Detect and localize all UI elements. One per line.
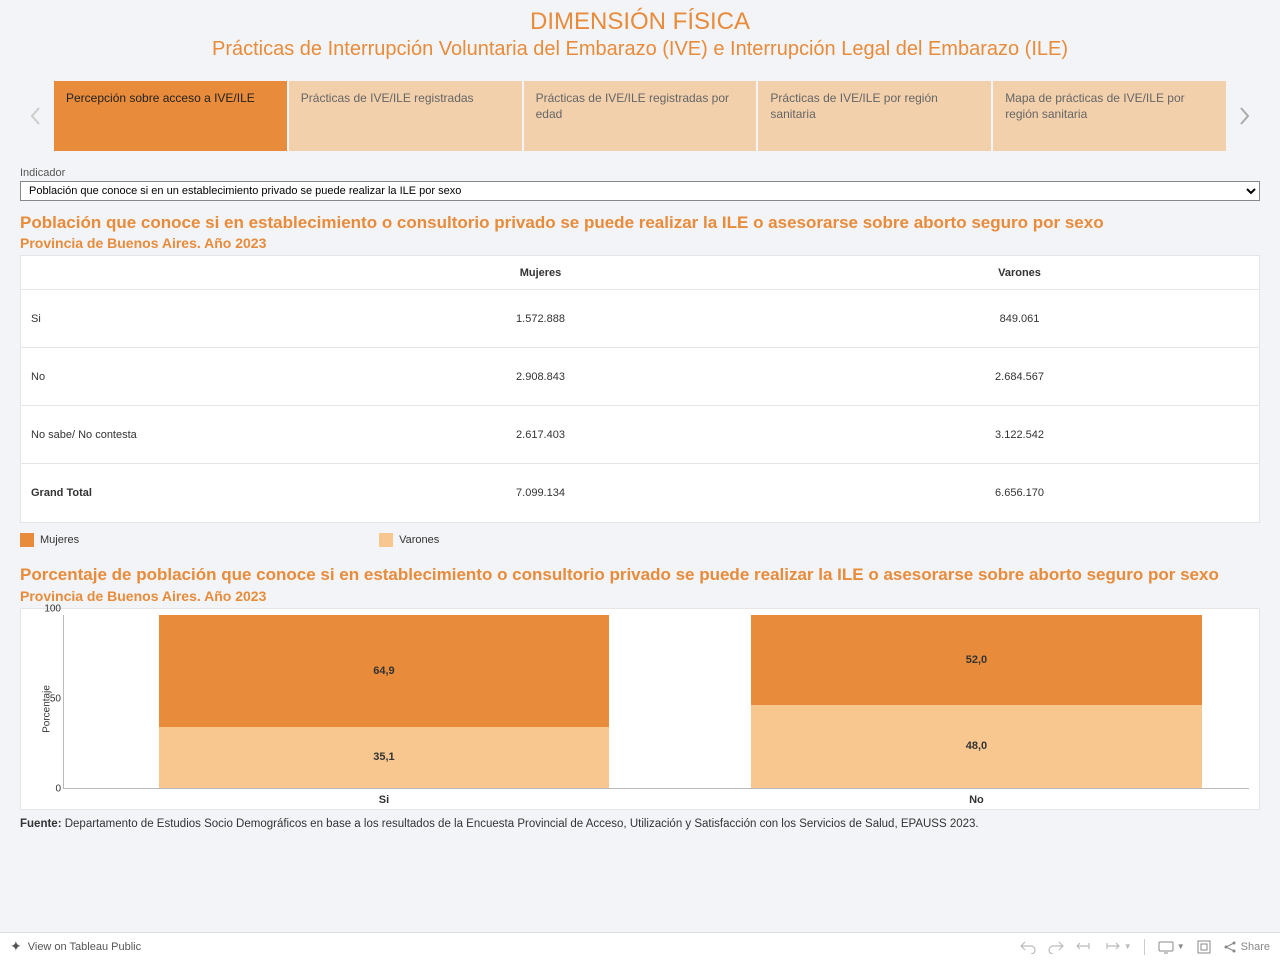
bar-segment-bottom: 35,1 — [159, 727, 609, 788]
revert-icon — [1076, 940, 1092, 954]
table-header-empty — [21, 256, 301, 289]
undo-button[interactable] — [1020, 940, 1036, 954]
table-row: No sabe/ No contesta 2.617.403 3.122.542 — [21, 406, 1259, 464]
source-body: Departamento de Estudios Socio Demográfi… — [62, 818, 979, 830]
table-section-subtitle: Provincia de Buenos Aires. Año 2023 — [20, 235, 1260, 251]
row-varones: 2.684.567 — [780, 348, 1259, 405]
legend-label: Mujeres — [40, 534, 79, 546]
row-varones: 3.122.542 — [780, 406, 1259, 463]
refresh-button[interactable]: ▼ — [1104, 940, 1132, 954]
indicator-select[interactable]: Población que conoce si en un establecim… — [20, 181, 1260, 201]
table-header-varones: Varones — [780, 256, 1259, 289]
redo-button[interactable] — [1048, 940, 1064, 954]
legend: Mujeres Varones — [20, 533, 1260, 547]
bar-segment-bottom: 48,0 — [751, 705, 1201, 788]
chart-section-title: Porcentaje de población que conoce si en… — [20, 565, 1260, 585]
legend-swatch — [379, 533, 393, 547]
indicator-label: Indicador — [20, 167, 1260, 179]
bar-group: 35,1 64,9 — [159, 615, 609, 788]
device-icon — [1157, 940, 1175, 954]
view-on-tableau-link[interactable]: View on Tableau Public — [28, 941, 141, 953]
footer-divider — [1144, 939, 1145, 955]
tabs-next-arrow[interactable] — [1230, 81, 1260, 151]
share-label: Share — [1241, 941, 1270, 953]
table-section-title: Población que conoce si en establecimien… — [20, 213, 1260, 233]
bar-segment-top: 52,0 — [751, 615, 1201, 705]
chevron-left-icon — [29, 106, 41, 126]
chart-section-subtitle: Provincia de Buenos Aires. Año 2023 — [20, 588, 1260, 604]
y-tick: 0 — [31, 783, 61, 794]
undo-icon — [1020, 940, 1036, 954]
source-prefix: Fuente: — [20, 818, 62, 830]
chevron-right-icon — [1239, 106, 1251, 126]
bar-group: 48,0 52,0 — [751, 615, 1201, 788]
legend-swatch — [20, 533, 34, 547]
legend-item: Mujeres — [20, 533, 79, 547]
row-mujeres: 7.099.134 — [301, 464, 780, 522]
legend-item: Varones — [379, 533, 439, 547]
tableau-logo-icon: ✦ — [10, 938, 22, 955]
table-row: Grand Total 7.099.134 6.656.170 — [21, 464, 1259, 522]
legend-label: Varones — [399, 534, 439, 546]
row-varones: 6.656.170 — [780, 464, 1259, 522]
footer-bar: ✦ View on Tableau Public ▼ ▼ Share — [0, 932, 1280, 960]
row-varones: 849.061 — [780, 290, 1259, 347]
share-icon — [1223, 940, 1237, 954]
redo-icon — [1048, 940, 1064, 954]
fullscreen-button[interactable] — [1197, 940, 1211, 954]
tab-2[interactable]: Prácticas de IVE/ILE registradas por eda… — [524, 81, 757, 151]
device-preview-button[interactable]: ▼ — [1157, 940, 1185, 954]
table-row: No 2.908.843 2.684.567 — [21, 348, 1259, 406]
tab-4[interactable]: Mapa de prácticas de IVE/ILE por región … — [993, 81, 1226, 151]
stacked-bar-chart: Porcentaje 050100 35,1 64,9Si 48,0 52,0N… — [20, 608, 1260, 810]
row-mujeres: 2.908.843 — [301, 348, 780, 405]
tabs-prev-arrow[interactable] — [20, 81, 50, 151]
revert-button[interactable] — [1076, 940, 1092, 954]
x-axis-label: Si — [159, 794, 609, 806]
page-subtitle: Prácticas de Interrupción Voluntaria del… — [20, 38, 1260, 61]
bar-segment-top: 64,9 — [159, 615, 609, 727]
y-tick: 50 — [31, 693, 61, 704]
row-label: Grand Total — [21, 464, 301, 522]
x-axis-label: No — [751, 794, 1201, 806]
y-tick: 100 — [31, 603, 61, 614]
row-label: No — [21, 348, 301, 405]
tab-1[interactable]: Prácticas de IVE/ILE registradas — [289, 81, 522, 151]
tab-3[interactable]: Prácticas de IVE/ILE por región sanitari… — [758, 81, 991, 151]
share-button[interactable]: Share — [1223, 940, 1270, 954]
data-table: Mujeres Varones Si 1.572.888 849.061No 2… — [20, 255, 1260, 523]
table-row: Si 1.572.888 849.061 — [21, 290, 1259, 348]
refresh-icon — [1104, 940, 1122, 954]
table-header-row: Mujeres Varones — [21, 256, 1259, 290]
tab-0[interactable]: Percepción sobre acceso a IVE/ILE — [54, 81, 287, 151]
row-label: No sabe/ No contesta — [21, 406, 301, 463]
source-text: Fuente: Departamento de Estudios Socio D… — [20, 818, 1260, 830]
page-title: DIMENSIÓN FÍSICA — [20, 8, 1260, 36]
tabs-container: Percepción sobre acceso a IVE/ILEPráctic… — [20, 81, 1260, 151]
row-mujeres: 1.572.888 — [301, 290, 780, 347]
row-mujeres: 2.617.403 — [301, 406, 780, 463]
fullscreen-icon — [1197, 940, 1211, 954]
row-label: Si — [21, 290, 301, 347]
table-header-mujeres: Mujeres — [301, 256, 780, 289]
